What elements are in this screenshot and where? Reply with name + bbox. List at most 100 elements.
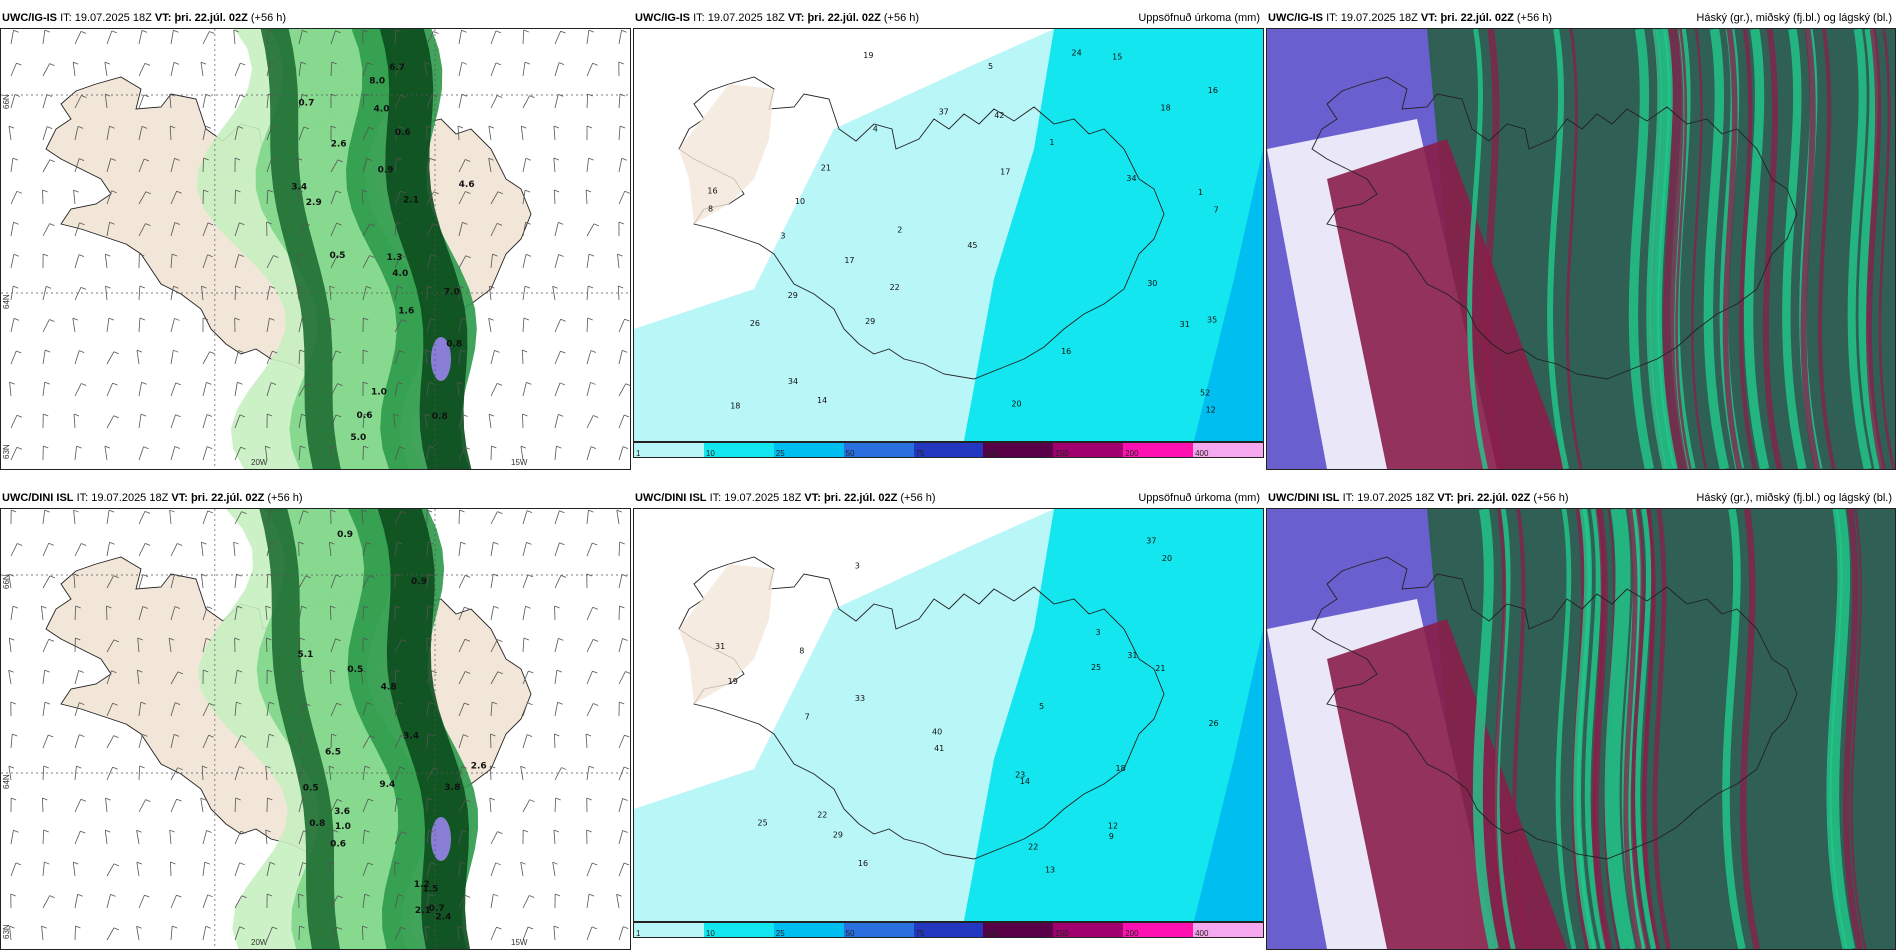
axis-label: 20W <box>251 938 268 947</box>
panel-header: UWC/DINI ISL IT: 19.07.2025 18Z VT: þri.… <box>0 488 631 508</box>
cloud-map[interactable] <box>1266 508 1896 950</box>
precip-value-label: 4 <box>873 125 878 134</box>
precip-value-label: 3 <box>1095 628 1100 637</box>
colorbar-label: 10 <box>706 929 715 938</box>
precip-value-label: 0.5 <box>303 783 319 793</box>
precip-value-label: 31 <box>1127 651 1137 660</box>
precip-value-label: 22 <box>890 283 900 292</box>
precip-value-label: 0.8 <box>309 819 325 829</box>
precip-value-label: 7 <box>805 713 810 722</box>
precip-value-label: 19 <box>728 677 738 686</box>
precip-value-label: 5.0 <box>350 433 366 443</box>
precip-value-label: 5.1 <box>297 650 313 660</box>
precip-value-label: 3.4 <box>403 732 419 742</box>
axis-label: 15W <box>511 458 528 467</box>
vt-label: VT: <box>788 12 805 24</box>
panel-header: UWC/IG-IS IT: 19.07.2025 18Z VT: þri. 22… <box>633 8 1264 28</box>
precip-value-label: 8 <box>799 646 804 655</box>
model-name: UWC/DINI ISL <box>2 492 74 504</box>
colorbar-swatch <box>634 443 704 457</box>
precip-value-label: 14 <box>817 396 827 405</box>
axis-label: 64N <box>2 294 11 309</box>
colorbar-label: 200 <box>1125 929 1138 938</box>
intense-precip-core <box>431 817 451 861</box>
colorbar-label: 25 <box>776 449 785 458</box>
precip-value-label: 0.7 <box>298 99 314 109</box>
precip-value-label: 0.9 <box>337 530 353 540</box>
precip-value-label: 31 <box>1180 320 1190 329</box>
lead-time: (+56 h) <box>1517 12 1552 24</box>
precip-value-label: 21 <box>821 163 831 172</box>
init-time: 19.07.2025 18Z <box>708 12 785 24</box>
init-time: 19.07.2025 18Z <box>1357 492 1434 504</box>
precip-value-label: 14 <box>1020 777 1030 786</box>
wind-barb <box>106 606 107 620</box>
valid-time: þri. 22.júl. 02Z <box>824 492 897 504</box>
precip-map-canvas: 4117235222431182130342926451716193752423… <box>634 29 1263 441</box>
axis-label: 66N <box>2 94 11 109</box>
precip-value-label: 0.6 <box>395 128 411 138</box>
axis-label: 15W <box>511 938 528 947</box>
precip-value-label: 3.6 <box>334 807 350 817</box>
panel-title: Háský (gr.), miðský (fj.bl.) og lágský (… <box>1696 488 1892 508</box>
cloud-map-canvas <box>1267 29 1895 469</box>
colorbar-label: 200 <box>1125 449 1138 458</box>
precip-value-label: 20 <box>1162 554 1172 563</box>
precip-value-label: 40 <box>932 728 942 737</box>
precip-value-label: 0.8 <box>446 339 462 349</box>
precip-value-label: 22 <box>1028 842 1038 851</box>
precip-value-label: 0.8 <box>432 412 448 422</box>
precip-value-label: 6.5 <box>325 747 341 757</box>
axis-label: 20W <box>251 458 268 467</box>
vt-label: VT: <box>171 492 188 504</box>
colorbar-label: 400 <box>1195 929 1208 938</box>
precip-value-label: 2.6 <box>331 139 347 149</box>
it-label: IT: <box>1326 12 1338 24</box>
cloud-panel-top: UWC/IG-IS IT: 19.07.2025 18Z VT: þri. 22… <box>1266 8 1896 472</box>
colorbar-label: 400 <box>1195 449 1208 458</box>
it-label: IT: <box>710 492 722 504</box>
precip-value-label: 18 <box>1160 104 1170 113</box>
precip-value-label: 34 <box>788 377 798 386</box>
panel-header: UWC/DINI ISL IT: 19.07.2025 18Z VT: þri.… <box>633 488 1264 508</box>
axis-label: 63N <box>2 924 11 939</box>
precip-value-label: 9.4 <box>379 780 395 790</box>
init-time: 19.07.2025 18Z <box>724 492 801 504</box>
precip-value-label: 17 <box>1000 167 1010 176</box>
it-label: IT: <box>1343 492 1355 504</box>
precip-value-label: 41 <box>934 744 944 753</box>
wind-panel-bottom: UWC/DINI ISL IT: 19.07.2025 18Z VT: þri.… <box>0 488 631 952</box>
colorbar-label: 150 <box>1055 449 1068 458</box>
precip-value-label: 3 <box>780 232 785 241</box>
colorbar-label: 75 <box>916 929 925 938</box>
precip-value-label: 10 <box>795 197 805 206</box>
precip-value-label: 12 <box>1108 822 1118 831</box>
precip-value-label: 0.9 <box>411 577 427 587</box>
it-label: IT: <box>77 492 89 504</box>
precip-value-label: 16 <box>1061 347 1071 356</box>
colorbar-label: 50 <box>846 929 855 938</box>
precip-value-label: 26 <box>1208 719 1218 728</box>
precip-value-label: 20 <box>1011 400 1021 409</box>
precip-value-label: 42 <box>994 111 1004 120</box>
precip-value-label: 16 <box>1208 86 1218 95</box>
precip-value-label: 5 <box>988 62 993 71</box>
precip-value-label: 1.5 <box>422 885 438 895</box>
colorbar-label: 150 <box>1055 929 1068 938</box>
panel-header: UWC/IG-IS IT: 19.07.2025 18Z VT: þri. 22… <box>1266 8 1896 28</box>
cloud-map-canvas <box>1267 509 1895 949</box>
colorbar-label: 10 <box>706 449 715 458</box>
precip-value-label: 18 <box>1116 764 1126 773</box>
precip-value-label: 0.6 <box>330 839 346 849</box>
precip-value-label: 2 <box>897 225 902 234</box>
cloud-map[interactable] <box>1266 28 1896 470</box>
valid-time: þri. 22.júl. 02Z <box>1440 12 1513 24</box>
lead-time: (+56 h) <box>267 492 302 504</box>
precip-value-label: 29 <box>788 291 798 300</box>
precip-value-label: 3.8 <box>444 783 460 793</box>
axis-label: 66N <box>2 574 11 589</box>
